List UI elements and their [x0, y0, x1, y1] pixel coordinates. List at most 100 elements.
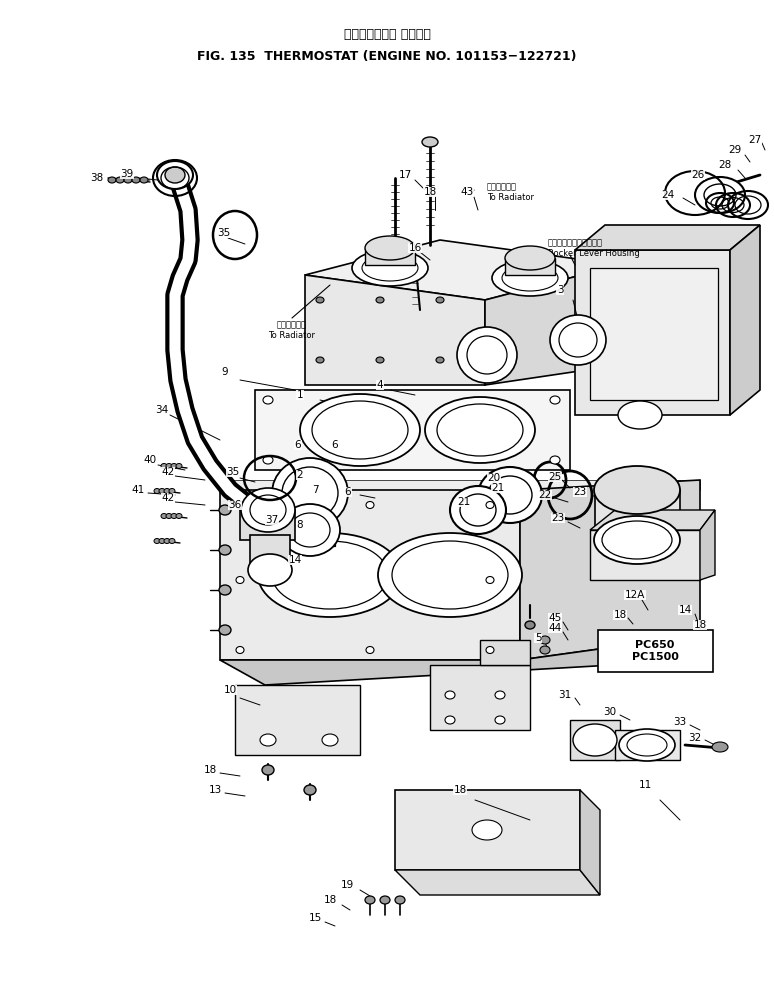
Ellipse shape	[550, 315, 606, 365]
Text: 39: 39	[121, 169, 134, 179]
Text: 13: 13	[208, 785, 221, 795]
Ellipse shape	[376, 297, 384, 303]
Text: 18: 18	[324, 895, 337, 905]
Ellipse shape	[422, 137, 438, 147]
Ellipse shape	[436, 297, 444, 303]
Text: 21: 21	[491, 483, 505, 493]
Text: 18: 18	[423, 187, 437, 197]
Polygon shape	[595, 490, 680, 540]
Text: 14: 14	[289, 555, 302, 565]
Text: 32: 32	[688, 733, 701, 743]
Text: 34: 34	[156, 405, 169, 415]
Ellipse shape	[467, 336, 507, 374]
Ellipse shape	[176, 464, 182, 469]
Ellipse shape	[486, 577, 494, 584]
Polygon shape	[480, 640, 530, 665]
Text: 23: 23	[551, 513, 564, 523]
Text: 16: 16	[409, 243, 422, 253]
Ellipse shape	[550, 456, 560, 464]
Text: 6: 6	[295, 440, 301, 450]
Text: PC650
PC1500: PC650 PC1500	[632, 640, 679, 661]
Polygon shape	[570, 720, 620, 760]
Ellipse shape	[304, 785, 316, 795]
Polygon shape	[615, 730, 680, 760]
Ellipse shape	[219, 625, 231, 635]
Bar	[598, 630, 713, 672]
Ellipse shape	[704, 184, 736, 206]
Ellipse shape	[236, 577, 244, 584]
Text: 2: 2	[296, 470, 303, 480]
Ellipse shape	[450, 486, 506, 534]
Ellipse shape	[445, 716, 455, 724]
Ellipse shape	[365, 896, 375, 904]
Text: 41: 41	[132, 485, 145, 495]
Polygon shape	[250, 535, 290, 570]
Ellipse shape	[559, 323, 597, 357]
Text: 6: 6	[344, 487, 351, 497]
Ellipse shape	[457, 327, 517, 383]
Ellipse shape	[316, 357, 324, 363]
Ellipse shape	[437, 404, 523, 456]
Text: 35: 35	[226, 467, 240, 477]
Ellipse shape	[492, 260, 568, 296]
Ellipse shape	[159, 489, 165, 494]
Polygon shape	[220, 480, 700, 490]
Text: ラジエータへ
To Radiator: ラジエータへ To Radiator	[269, 320, 316, 340]
Polygon shape	[590, 268, 718, 400]
Ellipse shape	[362, 255, 418, 281]
Polygon shape	[395, 790, 580, 870]
Polygon shape	[285, 514, 335, 546]
Text: 6: 6	[332, 440, 338, 450]
Text: 9: 9	[221, 367, 228, 377]
Polygon shape	[395, 870, 600, 895]
Ellipse shape	[495, 716, 505, 724]
Text: 10: 10	[224, 685, 237, 695]
Ellipse shape	[619, 729, 675, 761]
Text: 27: 27	[748, 135, 762, 145]
Text: 12A: 12A	[625, 590, 646, 600]
Polygon shape	[305, 275, 485, 385]
Ellipse shape	[282, 467, 338, 519]
Text: 31: 31	[558, 690, 572, 700]
Ellipse shape	[171, 464, 177, 469]
Ellipse shape	[488, 476, 532, 514]
Ellipse shape	[395, 896, 405, 904]
Text: 45: 45	[548, 613, 562, 623]
Polygon shape	[365, 248, 415, 265]
Polygon shape	[505, 258, 555, 275]
Polygon shape	[575, 250, 730, 415]
Ellipse shape	[322, 734, 338, 746]
Ellipse shape	[250, 495, 286, 525]
Ellipse shape	[157, 161, 193, 189]
Polygon shape	[220, 490, 520, 660]
Ellipse shape	[159, 538, 165, 543]
Polygon shape	[430, 665, 530, 730]
Polygon shape	[485, 265, 620, 385]
Polygon shape	[590, 530, 700, 580]
Text: 1: 1	[296, 390, 303, 400]
Text: 18: 18	[454, 785, 467, 795]
Text: 35: 35	[217, 228, 231, 238]
Ellipse shape	[445, 691, 455, 699]
Ellipse shape	[219, 505, 231, 515]
Ellipse shape	[495, 691, 505, 699]
Text: 4: 4	[377, 380, 383, 390]
Ellipse shape	[525, 621, 535, 629]
Text: 40: 40	[143, 455, 156, 465]
Text: 38: 38	[91, 173, 104, 183]
Polygon shape	[730, 225, 760, 415]
Ellipse shape	[365, 236, 415, 260]
Text: 7: 7	[312, 485, 318, 495]
Text: 19: 19	[341, 880, 354, 890]
Text: 33: 33	[673, 717, 687, 727]
Polygon shape	[305, 240, 620, 300]
Ellipse shape	[176, 513, 182, 518]
Ellipse shape	[627, 734, 667, 756]
Polygon shape	[520, 480, 700, 660]
Ellipse shape	[378, 533, 522, 617]
Text: 24: 24	[661, 190, 675, 200]
Polygon shape	[580, 790, 600, 895]
Text: 23: 23	[574, 487, 587, 497]
Text: 29: 29	[728, 145, 741, 155]
Ellipse shape	[132, 177, 140, 183]
